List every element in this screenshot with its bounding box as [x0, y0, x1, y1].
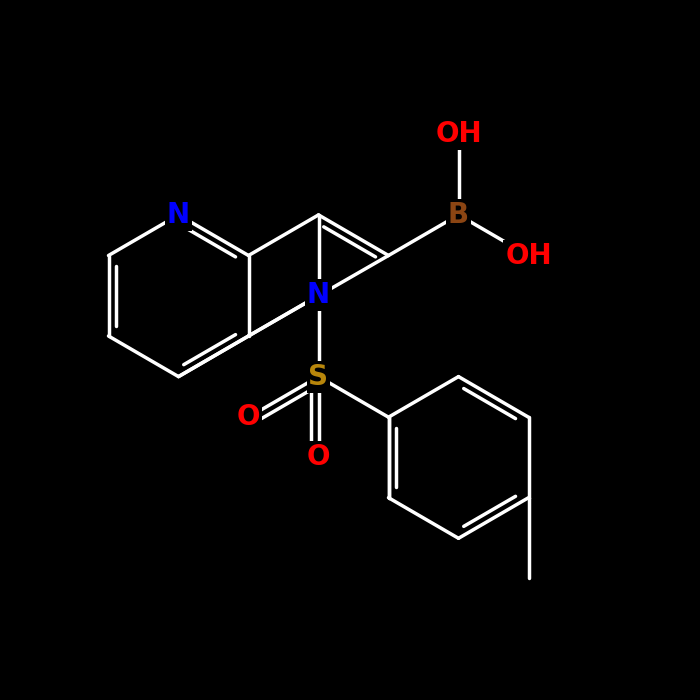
Text: B: B: [448, 201, 469, 229]
Text: N: N: [167, 201, 190, 229]
Text: N: N: [307, 281, 330, 309]
Text: O: O: [237, 403, 260, 431]
Text: OH: OH: [435, 120, 482, 148]
Text: OH: OH: [505, 241, 552, 270]
Text: S: S: [309, 363, 328, 391]
Text: O: O: [307, 443, 330, 471]
